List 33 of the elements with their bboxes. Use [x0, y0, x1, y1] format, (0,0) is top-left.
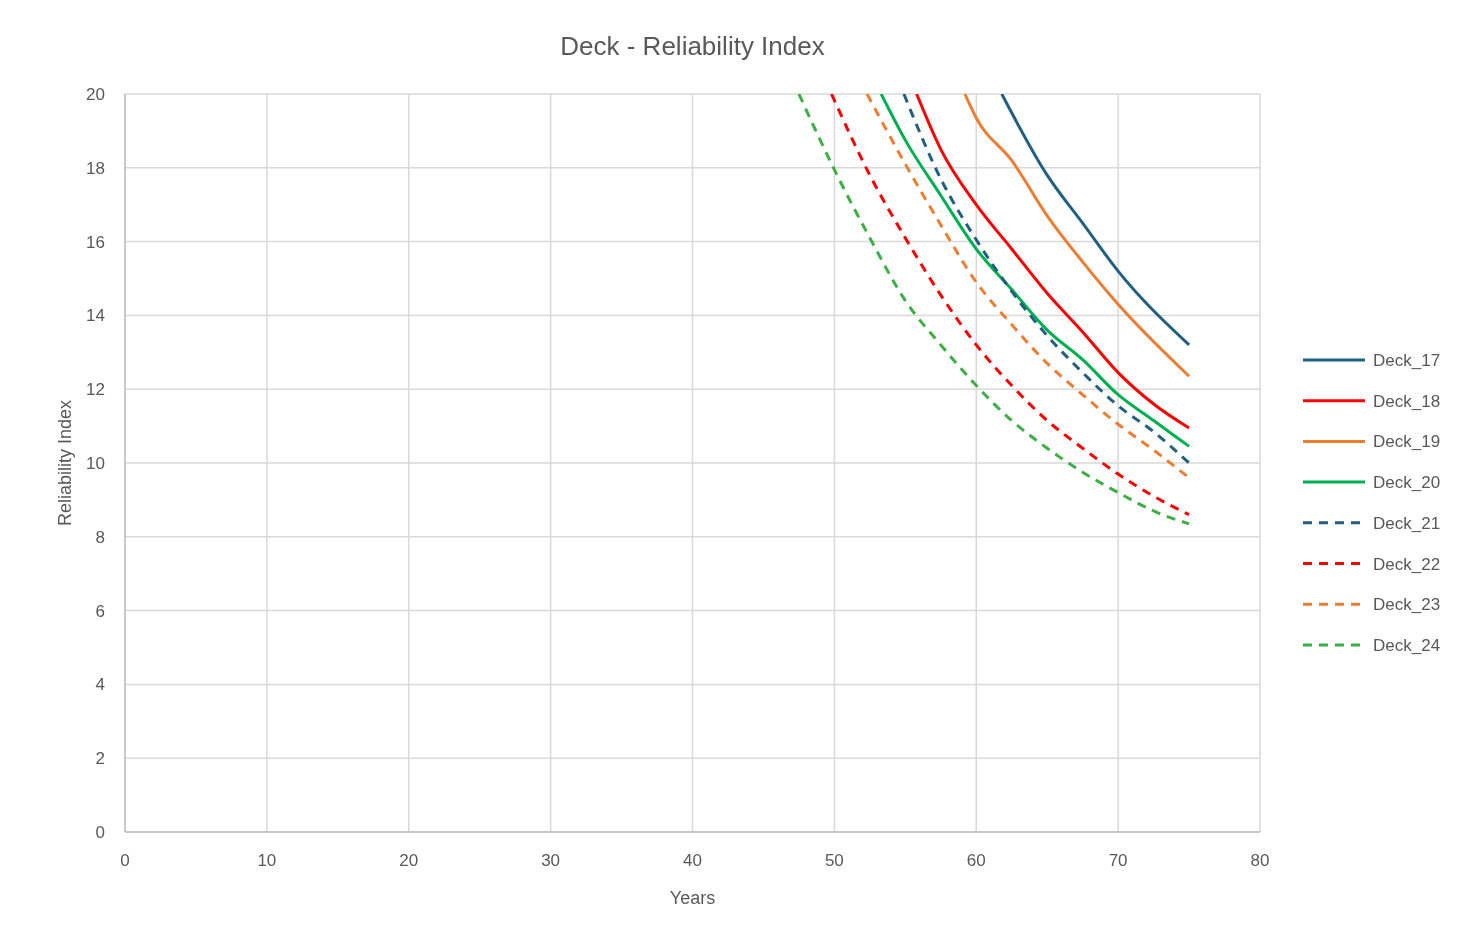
y-tick-label: 18 — [86, 158, 105, 178]
y-tick-label: 20 — [86, 85, 105, 104]
line-series — [963, 94, 1191, 378]
legend-label: Deck_21 — [1373, 513, 1441, 533]
x-tick-label: 10 — [257, 851, 277, 870]
y-tick-label: 0 — [95, 823, 105, 842]
legend-label: Deck_17 — [1373, 351, 1441, 370]
x-tick-label: 50 — [824, 851, 844, 870]
y-tick-label: 10 — [86, 454, 105, 473]
legend-label: Deck_22 — [1373, 554, 1441, 574]
chart-title: Deck - Reliability Index — [560, 31, 825, 61]
legend-label: Deck_23 — [1373, 595, 1441, 615]
legend-label: Deck_18 — [1373, 391, 1441, 411]
x-tick-label: 60 — [966, 851, 986, 870]
y-tick-label: 14 — [86, 306, 105, 326]
x-tick-label: 70 — [1108, 851, 1128, 870]
y-tick-label: 2 — [95, 749, 105, 769]
x-tick-label: 80 — [1250, 851, 1270, 870]
y-tick-label: 6 — [95, 601, 105, 621]
y-tick-label: 12 — [86, 380, 105, 400]
legend-label: Deck_24 — [1373, 635, 1441, 655]
x-tick-label: 40 — [683, 851, 702, 870]
y-axis-title: Reliability Index — [55, 399, 75, 527]
line-series — [1000, 94, 1191, 347]
y-tick-label: 8 — [95, 527, 105, 547]
y-tick-label: 16 — [86, 232, 105, 252]
x-tick-label: 0 — [120, 851, 130, 870]
legend-label: Deck_20 — [1373, 473, 1441, 493]
x-tick-label: 30 — [541, 851, 561, 870]
x-axis-title: Years — [669, 888, 716, 908]
y-tick-label: 4 — [95, 675, 105, 695]
x-tick-label: 20 — [399, 851, 419, 870]
legend-label: Deck_19 — [1373, 432, 1441, 452]
